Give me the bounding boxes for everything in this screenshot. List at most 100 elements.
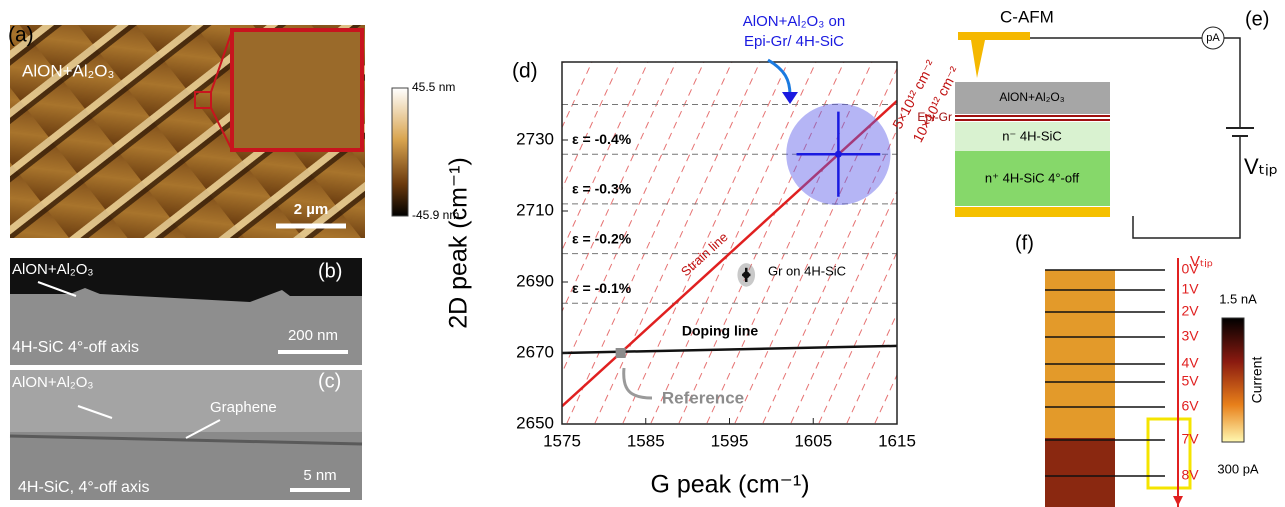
scale-label: 200 nm (288, 327, 338, 344)
panel-label: (b) (318, 260, 342, 282)
iso-doping-line (562, 62, 593, 129)
panel-label: (f) (1015, 232, 1034, 254)
voltage-label: 1V (1181, 281, 1199, 297)
voltage-label: 4V (1181, 355, 1199, 371)
contact (955, 207, 1110, 217)
arrowhead (782, 92, 798, 104)
tem-dark (10, 258, 362, 302)
colorbar-max: 1.5 nA (1219, 291, 1257, 306)
current-map (1045, 438, 1115, 507)
iso-doping-line (566, 62, 733, 424)
panel-b: AlON+Al₂O₃ (b) 4H-SiC 4°-off axis 200 nm (10, 258, 362, 365)
graphene-label: Graphene (210, 399, 277, 416)
voltage-label: 2V (1181, 303, 1199, 319)
strain-level-label: ε = -0.4% (572, 131, 632, 147)
iso-doping-line (562, 62, 649, 252)
inset-link (210, 107, 233, 151)
x-axis-label: G peak (cm⁻¹) (650, 471, 809, 499)
wire (1132, 136, 1241, 239)
iso-doping-line (734, 67, 897, 424)
bias-label: Vₜᵢₚ (1244, 154, 1278, 179)
colorbar-min: -45.9 nm (412, 208, 459, 222)
layer-label: n⁻ 4H-SiC (1002, 128, 1062, 143)
data-point (834, 150, 842, 158)
iso-doping-line (562, 62, 705, 374)
line-label: Strain line (678, 229, 731, 279)
x-tick-label: 1595 (711, 431, 749, 450)
iso-doping-line (562, 62, 677, 313)
arrow (185, 419, 221, 439)
y-tick-label: 2650 (516, 413, 554, 432)
panel-label: (e) (1245, 8, 1269, 30)
point-label: AlON+Al₂O₃ on Epi-Gr/ 4H-SiC (743, 13, 845, 50)
strain-level-label: ε = -0.1% (572, 280, 632, 296)
scale-label: 2 µm (294, 201, 329, 218)
line-label: Doping line (682, 323, 758, 339)
y-tick-label: 2690 (516, 271, 554, 290)
inset (230, 28, 364, 152)
strain-level-label: ε = -0.3% (572, 181, 632, 197)
arrow (37, 281, 77, 297)
tool-label: C-AFM (1000, 7, 1054, 26)
panel-label: (c) (318, 370, 341, 392)
panel-a: (a) AlON+Al₂O₃ 2 µm 45.5 nm -45.9 nm (8, 24, 459, 238)
substrate-label: 4H-SiC 4°-off axis (12, 339, 139, 356)
x-tick-label: 1585 (627, 431, 665, 450)
layer-label: AlON+Al₂O₃ (999, 90, 1064, 104)
iso-doping-line (846, 312, 897, 424)
data-point (615, 348, 626, 358)
colorbar-min: 300 pA (1217, 461, 1259, 476)
afm-tip (958, 32, 1030, 78)
colorbar (1221, 317, 1245, 443)
y-tick-label: 2710 (516, 200, 554, 219)
voltage-label: 3V (1181, 328, 1199, 344)
panel-label: (d) (512, 60, 538, 83)
arrow (77, 405, 113, 419)
iso-doping-line (622, 62, 789, 424)
sample-label: AlON+Al₂O₃ (22, 61, 114, 80)
x-tick-label: 1575 (543, 431, 581, 450)
x-tick-label: 1615 (878, 431, 916, 450)
voltage-label: 8V (1181, 467, 1199, 483)
graphene-label: Epi-Gr (917, 110, 952, 124)
voltage-label: 7V (1181, 431, 1199, 447)
iso-doping-line (678, 62, 845, 424)
colorbar-max: 45.5 nm (412, 80, 455, 94)
voltage-label: 0V (1181, 261, 1199, 277)
layer-label: n⁺ 4H-SiC 4°-off (985, 170, 1080, 185)
iso-doping-line (818, 251, 897, 424)
strain-level-label: ε = -0.2% (572, 230, 632, 246)
highlight-box (1146, 417, 1192, 490)
iso-doping-line (562, 62, 565, 68)
panel-f: (f) Vₜᵢₚ 1.5 nA 300 pA Current (1015, 232, 1265, 507)
substrate-label: 4H-SiC, 4°-off axis (18, 479, 149, 496)
wire (1224, 37, 1241, 128)
inset-link (210, 30, 233, 93)
annotation-arrow (767, 58, 792, 96)
y-tick-label: 2730 (516, 129, 554, 148)
y-tick-label: 2670 (516, 342, 554, 361)
colorbar (391, 87, 409, 217)
layer-label: AlON+Al₂O₃ (12, 374, 94, 391)
x-tick-label: 1605 (794, 431, 832, 450)
iso-doping-line (562, 62, 621, 191)
ammeter-label: pA (1206, 32, 1220, 44)
point-label: Gr on 4H-SiC (768, 263, 846, 278)
iso-doping-line (650, 62, 817, 424)
layer (955, 151, 1110, 206)
inset-marker (194, 91, 212, 109)
panel-e: (e) C-AFM pA Vₜᵢₚ AlON+Al₂O₃ Epi-Gr n⁻ 4… (917, 7, 1278, 239)
annotation-arrow (622, 367, 653, 400)
iso-doping-line (706, 62, 873, 424)
y-axis-label: 2D peak (cm⁻¹) (445, 157, 473, 329)
reference-line (562, 344, 897, 355)
graphene-band (9, 434, 363, 446)
layer-label: AlON+Al₂O₃ (12, 261, 94, 278)
panel-c: AlON+Al₂O₃ Graphene (c) 4H-SiC, 4°-off a… (9, 370, 363, 500)
voltage-label: 5V (1181, 373, 1199, 389)
scale-label: 5 nm (303, 467, 336, 484)
voltage-label: 6V (1181, 398, 1199, 414)
colorbar-title: Current (1249, 357, 1265, 404)
arrowhead (1173, 496, 1183, 506)
